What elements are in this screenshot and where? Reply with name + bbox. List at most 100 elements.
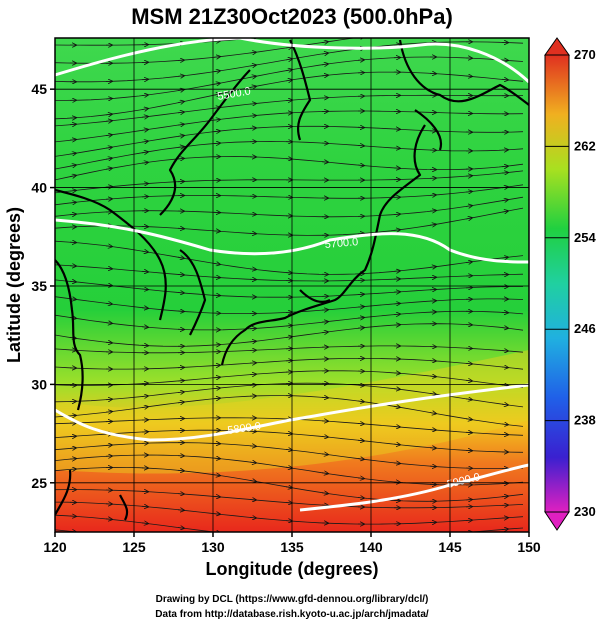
flow-arrow [69, 140, 76, 141]
flow-arrow [357, 498, 364, 499]
flow-arrow [285, 521, 292, 522]
flow-arrow [285, 100, 292, 101]
flow-arrow [501, 367, 508, 368]
flow-arrow [321, 437, 328, 438]
flow-arrow [177, 381, 184, 382]
flow-arrow [429, 195, 436, 196]
flow-arrow [285, 47, 292, 48]
flow-arrow [321, 42, 328, 43]
credit-data: Data from http://database.rish.kyoto-u.a… [155, 609, 429, 620]
flow-arrow [105, 323, 112, 324]
flow-arrow [430, 29, 436, 30]
flow-arrow [177, 124, 184, 125]
flow-arrow [177, 102, 184, 103]
flow-arrow [285, 70, 292, 71]
flow-arrow [249, 65, 256, 66]
flow-arrow [213, 496, 220, 497]
flow-arrow [105, 147, 112, 148]
x-tick-label: 135 [280, 539, 304, 555]
flow-arrow [177, 528, 184, 529]
flow-arrow [69, 214, 76, 215]
flow-arrow [357, 478, 364, 479]
flow-arrow [177, 112, 184, 113]
flow-arrow [213, 377, 220, 378]
flow-arrow [141, 396, 148, 397]
x-tick-label: 130 [201, 539, 225, 555]
flow-arrow [249, 385, 256, 386]
flow-arrow [69, 459, 76, 460]
credit-drawing: Drawing by DCL (https://www.gfd-dennou.o… [156, 594, 429, 605]
flow-arrow [465, 399, 472, 400]
flow-arrow [69, 190, 76, 191]
flow-arrow [321, 53, 328, 54]
flow-arrow [141, 152, 148, 153]
flow-arrow [393, 271, 400, 272]
flow-arrow [502, 540, 508, 541]
flow-arrow [213, 131, 220, 132]
colorbar-tick-label: 254 [574, 230, 596, 245]
flow-arrow [394, 32, 400, 33]
flow-arrow [249, 52, 256, 53]
colorbar-bottom-arrow [544, 511, 570, 531]
flow-arrow [285, 503, 292, 504]
flow-arrow [69, 153, 76, 154]
flow-arrow [141, 130, 148, 131]
flow-arrow [501, 328, 508, 329]
flow-arrow [69, 448, 76, 449]
flow-arrow [177, 402, 184, 403]
flow-arrow [393, 427, 400, 428]
flow-arrow [465, 262, 472, 263]
y-tick-label: 25 [31, 475, 47, 491]
y-axis-label: Latitude (degrees) [4, 207, 24, 363]
flow-arrow [213, 57, 220, 58]
y-axis-ticks: 25 30 35 40 45 [31, 81, 55, 491]
plot-area: 5500.0 5700.0 5800.0 5900.0 120 125 130 135… [31, 29, 541, 555]
flow-arrow [105, 135, 112, 136]
flow-arrow [465, 191, 472, 192]
flow-arrow [250, 536, 256, 537]
y-tick-label: 40 [31, 180, 47, 196]
x-axis-label: Longitude (degrees) [205, 559, 378, 579]
flow-arrow [213, 475, 220, 476]
flow-arrow [141, 289, 148, 290]
flow-arrow [213, 119, 220, 120]
flow-arrow [105, 399, 112, 400]
flow-arrow [357, 401, 364, 402]
flow-arrow [177, 392, 184, 393]
flow-arrow [249, 462, 256, 463]
flow-arrow [321, 397, 328, 398]
flow-arrow [177, 158, 184, 159]
flow-arrow [429, 448, 436, 449]
flow-arrow [249, 341, 256, 342]
streamline [55, 38, 258, 46]
flow-arrow [249, 104, 256, 105]
contour-label-5700: 5700.0 [324, 236, 359, 251]
grid-lines [55, 38, 529, 532]
flow-arrow [501, 404, 508, 405]
flow-arrow [141, 109, 148, 110]
flow-arrow [141, 117, 148, 118]
flow-arrow [286, 34, 292, 35]
flow-arrow [501, 211, 508, 212]
flow-arrow [141, 506, 148, 507]
colorbar-tick-label: 246 [574, 321, 596, 336]
flow-arrow [105, 246, 112, 247]
flow-arrow [69, 202, 76, 203]
colorbar-ticks: 230 238 246 254 262 270 [545, 47, 596, 519]
flow-arrow [141, 308, 148, 309]
flow-arrow [357, 60, 364, 61]
flow-arrow [177, 136, 184, 137]
colorbar-scale [544, 54, 570, 513]
flow-arrow [141, 251, 148, 252]
colorbar-tick-label: 230 [574, 504, 596, 519]
flow-arrow [321, 162, 328, 163]
flow-arrow [429, 211, 436, 212]
flow-arrow [141, 141, 148, 142]
flow-arrow [141, 327, 148, 328]
flow-arrow [69, 165, 76, 166]
contour-label-5800: 5800.0 [227, 420, 262, 437]
flow-arrow [429, 267, 436, 268]
flow-arrow [213, 263, 220, 264]
flow-arrow [141, 271, 148, 272]
